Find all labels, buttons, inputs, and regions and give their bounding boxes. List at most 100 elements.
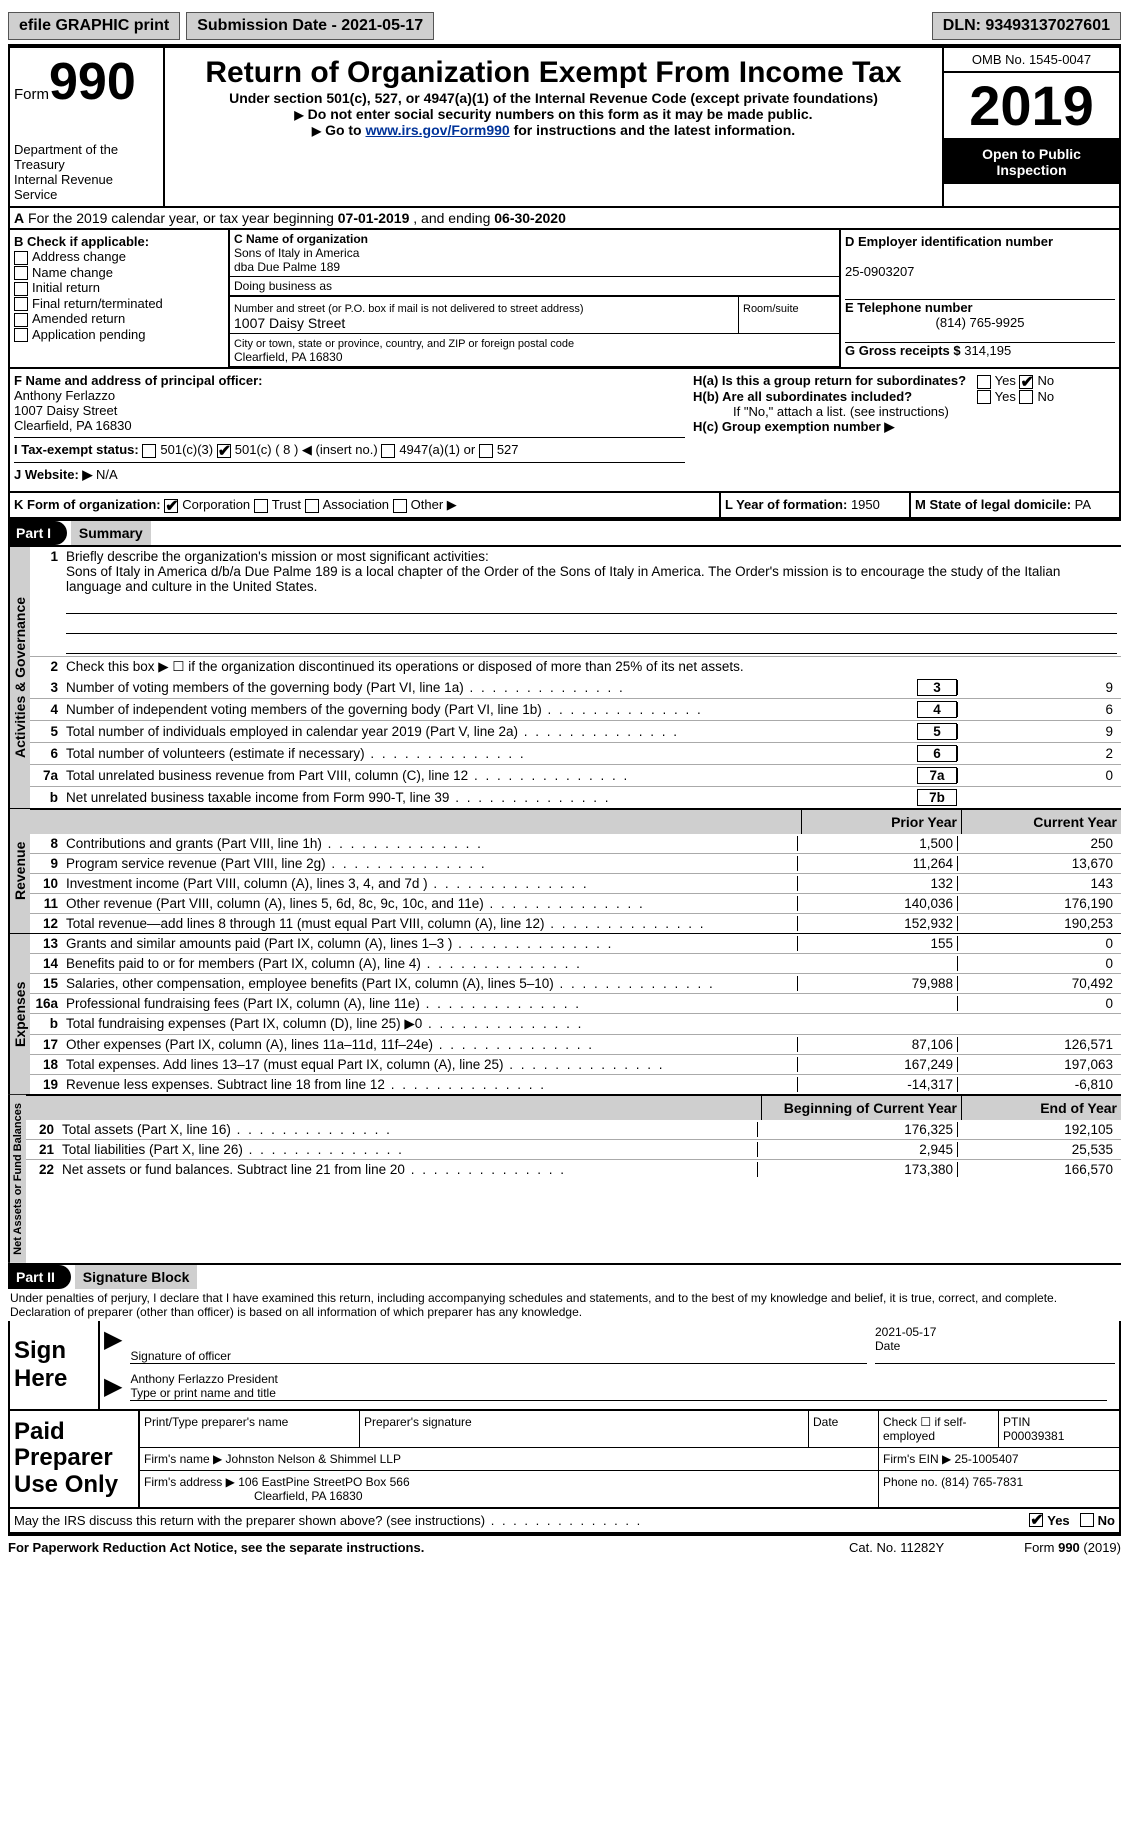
part-1-title: Summary bbox=[71, 521, 151, 545]
dept-treasury: Department of the Treasury Internal Reve… bbox=[14, 142, 159, 202]
vtab-governance: Activities & Governance bbox=[8, 547, 30, 808]
addr-label: Number and street (or P.O. box if mail i… bbox=[234, 303, 584, 315]
form-header: Form990 Department of the Treasury Inter… bbox=[8, 46, 1121, 208]
form-label: Form bbox=[14, 86, 49, 103]
hdr-prior-year: Prior Year bbox=[801, 810, 961, 834]
firm-name-label: Firm's name ▶ bbox=[144, 1452, 222, 1466]
line-8: 8Contributions and grants (Part VIII, li… bbox=[30, 834, 1121, 853]
k-label: K Form of organization: bbox=[14, 497, 161, 512]
officer-name-title: Anthony Ferlazzo President bbox=[130, 1372, 277, 1386]
subtitle-2a: Do not enter social security numbers on … bbox=[308, 106, 813, 122]
firm-ein-label: Firm's EIN ▶ bbox=[883, 1452, 951, 1466]
firm-addr2: Clearfield, PA 16830 bbox=[144, 1489, 363, 1503]
col-b-header: B Check if applicable: bbox=[14, 234, 149, 249]
omb-number: OMB No. 1545-0047 bbox=[944, 48, 1119, 73]
chk-hb-no[interactable] bbox=[1019, 390, 1033, 404]
gov-line-b: bNet unrelated business taxable income f… bbox=[30, 786, 1121, 808]
part-2-title: Signature Block bbox=[75, 1265, 198, 1289]
chk-4947[interactable] bbox=[381, 444, 395, 458]
line-21: 21Total liabilities (Part X, line 26)2,9… bbox=[26, 1139, 1121, 1159]
hdr-curr-year: Current Year bbox=[961, 810, 1121, 834]
chk-hb-yes[interactable] bbox=[977, 390, 991, 404]
gov-line-5: 5Total number of individuals employed in… bbox=[30, 720, 1121, 742]
chk-address-change[interactable] bbox=[14, 251, 28, 265]
f-label: F Name and address of principal officer: bbox=[14, 373, 263, 388]
state-domicile: PA bbox=[1075, 497, 1091, 512]
chk-501c3[interactable] bbox=[142, 444, 156, 458]
chk-amended-return[interactable] bbox=[14, 313, 28, 327]
chk-name-change[interactable] bbox=[14, 266, 28, 280]
chk-corp[interactable] bbox=[164, 499, 178, 513]
efile-graphic-print[interactable]: efile GRAPHIC print bbox=[8, 12, 180, 40]
vtab-expenses: Expenses bbox=[8, 934, 30, 1094]
gov-line-7a: 7aTotal unrelated business revenue from … bbox=[30, 764, 1121, 786]
arrow-icon: ▶ bbox=[104, 1372, 122, 1401]
chk-ha-no[interactable] bbox=[1019, 375, 1033, 389]
tax-year: 2019 bbox=[944, 73, 1119, 140]
chk-initial-return[interactable] bbox=[14, 282, 28, 296]
q2-label: Check this box ▶ ☐ if the organization d… bbox=[66, 659, 1117, 675]
line-12: 12Total revenue—add lines 8 through 11 (… bbox=[30, 913, 1121, 933]
chk-other[interactable] bbox=[393, 499, 407, 513]
chk-discuss-no[interactable] bbox=[1080, 1513, 1094, 1527]
open-inspection: Open to Public Inspection bbox=[944, 140, 1119, 184]
line-17: 17Other expenses (Part IX, column (A), l… bbox=[30, 1034, 1121, 1054]
tel-label: E Telephone number bbox=[845, 300, 973, 315]
tax-status-label: I Tax-exempt status: bbox=[14, 442, 139, 457]
tax-year-end: 06-30-2020 bbox=[494, 210, 566, 226]
name-label: C Name of organization bbox=[234, 232, 368, 246]
paid-preparer-label: Paid Preparer Use Only bbox=[10, 1411, 140, 1507]
chk-final-return[interactable] bbox=[14, 297, 28, 311]
m-label: M State of legal domicile: bbox=[915, 497, 1071, 512]
part-1-bar: Part I bbox=[8, 521, 67, 545]
line-19: 19Revenue less expenses. Subtract line 1… bbox=[30, 1074, 1121, 1094]
chk-ha-yes[interactable] bbox=[977, 375, 991, 389]
line-10: 10Investment income (Part VIII, column (… bbox=[30, 873, 1121, 893]
line-b: bTotal fundraising expenses (Part IX, co… bbox=[30, 1013, 1121, 1034]
chk-501c[interactable] bbox=[217, 444, 231, 458]
line-15: 15Salaries, other compensation, employee… bbox=[30, 973, 1121, 993]
ptin-label: PTIN bbox=[1003, 1415, 1030, 1429]
line-14: 14Benefits paid to or for members (Part … bbox=[30, 953, 1121, 973]
hdr-begin-year: Beginning of Current Year bbox=[761, 1096, 961, 1120]
firm-addr-label: Firm's address ▶ bbox=[144, 1475, 235, 1489]
website-value: N/A bbox=[96, 467, 118, 482]
chk-discuss-yes[interactable] bbox=[1029, 1513, 1043, 1527]
gross-receipts: 314,195 bbox=[964, 343, 1011, 358]
goto-prefix: Go to bbox=[325, 122, 365, 138]
chk-trust[interactable] bbox=[254, 499, 268, 513]
dba-label: Doing business as bbox=[234, 279, 332, 293]
sign-here-label: Sign Here bbox=[10, 1321, 100, 1409]
org-name: Sons of Italy in America bbox=[234, 246, 359, 260]
firm-phone: (814) 765-7831 bbox=[941, 1475, 1023, 1489]
discuss-question: May the IRS discuss this return with the… bbox=[14, 1513, 1029, 1528]
vtab-net-assets: Net Assets or Fund Balances bbox=[8, 1095, 26, 1263]
h-note: If "No," attach a list. (see instruction… bbox=[693, 404, 1115, 419]
tax-year-begin: 07-01-2019 bbox=[338, 210, 410, 226]
phone-label: Phone no. bbox=[883, 1475, 938, 1489]
hdr-end-year: End of Year bbox=[961, 1096, 1121, 1120]
form-footer: Form 990 (2019) bbox=[1024, 1540, 1121, 1555]
gov-line-6: 6Total number of volunteers (estimate if… bbox=[30, 742, 1121, 764]
room-label: Room/suite bbox=[743, 303, 799, 315]
name-title-label: Type or print name and title bbox=[130, 1386, 275, 1400]
declaration: Under penalties of perjury, I declare th… bbox=[8, 1289, 1121, 1321]
col-d-ein: D Employer identification number 25-0903… bbox=[839, 230, 1119, 367]
officer-name: Anthony Ferlazzo bbox=[14, 388, 115, 403]
date-label: Date bbox=[875, 1339, 900, 1353]
line-20: 20Total assets (Part X, line 16)176,3251… bbox=[26, 1120, 1121, 1139]
hb-label: H(b) Are all subordinates included? bbox=[693, 389, 973, 404]
sign-date: 2021-05-17 bbox=[875, 1325, 936, 1339]
chk-assoc[interactable] bbox=[305, 499, 319, 513]
return-title: Return of Organization Exempt From Incom… bbox=[169, 52, 938, 90]
paperwork-notice: For Paperwork Reduction Act Notice, see … bbox=[8, 1540, 849, 1555]
chk-527[interactable] bbox=[479, 444, 493, 458]
city-state-zip: Clearfield, PA 16830 bbox=[234, 350, 343, 364]
self-employed-hdr: Check ☐ if self-employed bbox=[879, 1411, 999, 1447]
col-b-checkboxes: B Check if applicable: Address change Na… bbox=[10, 230, 230, 367]
gross-label: G Gross receipts $ bbox=[845, 343, 961, 358]
line-16a: 16aProfessional fundraising fees (Part I… bbox=[30, 993, 1121, 1013]
line-22: 22Net assets or fund balances. Subtract … bbox=[26, 1159, 1121, 1179]
irs-link[interactable]: www.irs.gov/Form990 bbox=[366, 122, 510, 138]
chk-app-pending[interactable] bbox=[14, 328, 28, 342]
